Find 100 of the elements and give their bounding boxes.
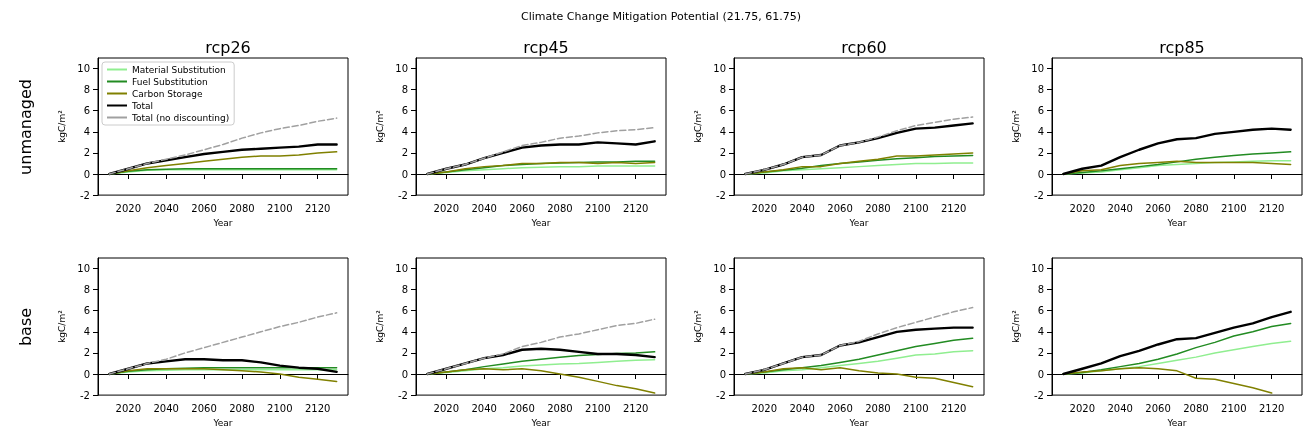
y-tick-label: 6 [401,305,408,317]
y-tick-label: 10 [77,263,90,275]
x-axis-title: Year [530,417,551,428]
y-tick-label: 2 [401,347,408,359]
y-tick-label: 6 [83,305,90,317]
y-tick-label: 0 [83,368,90,380]
y-tick-label: 10 [1031,263,1044,275]
y-tick-label: 10 [77,63,90,75]
x-tick-label: 2100 [1221,402,1247,414]
x-tick-label: 2060 [827,202,853,214]
chart-title: rcp60 [841,37,887,57]
x-tick-label: 2100 [1221,202,1247,214]
y-tick-label: 2 [83,347,90,359]
y-tick-label: 6 [1037,105,1044,117]
x-tick-label: 2040 [471,402,497,414]
x-tick-label: 2080 [229,202,255,214]
y-tick-label: 10 [395,63,408,75]
x-tick-label: 2020 [115,402,142,414]
line-series [426,318,656,375]
y-tick-label: 0 [719,368,726,380]
x-tick-label: 2080 [229,402,255,414]
x-tick-label: 2020 [433,202,460,214]
y-tick-label: 10 [1031,63,1044,75]
x-tick-label: 2120 [622,202,649,214]
x-tick-label: 2020 [1069,202,1096,214]
x-tick-label: 2060 [827,402,853,414]
x-tick-label: 2040 [153,202,179,214]
y-tick-label: 8 [401,284,408,296]
x-tick-label: 2100 [585,402,611,414]
y-tick-label: -2 [398,389,408,401]
line-series [426,126,656,175]
x-tick-label: 2100 [903,402,929,414]
x-tick-label: 2040 [789,202,815,214]
x-tick-label: 2060 [1145,402,1171,414]
y-axis-title: kgC/m² [1010,309,1021,343]
y-tick-label: 2 [1037,347,1044,359]
legend-label: Total (no discounting) [131,112,230,123]
x-axis-title: Year [1166,417,1187,428]
y-tick-label: 8 [719,284,726,296]
x-tick-label: 2040 [471,202,497,214]
x-tick-label: 2020 [751,202,778,214]
y-tick-label: 4 [83,126,90,138]
x-tick-label: 2080 [547,202,573,214]
line-series [108,312,338,375]
y-tick-label: -2 [1034,189,1044,201]
y-axis-title: kgC/m² [1010,109,1021,143]
y-tick-label: 0 [719,168,726,180]
y-tick-label: 4 [83,326,90,338]
legend-label: Carbon Storage [132,88,203,99]
x-axis-title: Year [848,417,869,428]
y-tick-label: 10 [713,63,726,75]
y-tick-label: -2 [80,189,90,201]
x-tick-label: 2040 [1107,402,1133,414]
y-tick-label: 6 [83,105,90,117]
x-tick-label: 2080 [865,402,891,414]
y-tick-label: 10 [395,263,408,275]
text: unmanaged [15,79,35,175]
y-tick-label: 4 [1037,126,1044,138]
y-tick-label: 2 [401,147,408,159]
y-axis-title: kgC/m² [374,309,385,343]
y-tick-label: -2 [80,389,90,401]
y-tick-label: 0 [1037,368,1044,380]
y-tick-label: 4 [719,326,726,338]
x-tick-label: 2080 [865,202,891,214]
chart-title: rcp85 [1159,37,1205,57]
y-tick-label: -2 [716,189,726,201]
y-tick-label: 4 [1037,326,1044,338]
y-tick-label: 8 [719,84,726,96]
x-tick-label: 2120 [940,402,967,414]
x-axis-title: Year [530,217,551,228]
y-tick-label: 8 [401,84,408,96]
y-tick-label: 8 [1037,284,1044,296]
x-axis-title: Year [1166,217,1187,228]
x-tick-label: 2060 [509,402,535,414]
y-tick-label: 2 [1037,147,1044,159]
y-tick-label: 6 [1037,305,1044,317]
x-axis-title: Year [212,217,233,228]
y-tick-label: -2 [1034,389,1044,401]
y-tick-label: 2 [83,147,90,159]
chart-title: rcp45 [523,37,569,57]
x-axis-title: Year [212,417,233,428]
line-series [744,306,974,375]
x-axis-title: Year [848,217,869,228]
x-tick-label: 2120 [304,202,331,214]
x-tick-label: 2040 [789,402,815,414]
x-tick-label: 2020 [433,402,460,414]
y-tick-label: 2 [719,147,726,159]
x-tick-label: 2040 [1107,202,1133,214]
x-tick-label: 2020 [115,202,142,214]
x-tick-label: 2100 [267,202,293,214]
y-tick-label: 0 [83,168,90,180]
y-tick-label: 4 [401,326,408,338]
x-tick-label: 2020 [1069,402,1096,414]
y-axis-title: kgC/m² [692,309,703,343]
text: Climate Change Mitigation Potential (21.75, 61.75) [520,10,802,23]
y-tick-label: 10 [713,263,726,275]
y-tick-label: 8 [83,84,90,96]
y-tick-label: 8 [1037,84,1044,96]
x-tick-label: 2040 [153,402,179,414]
legend-label: Material Substitution [132,64,226,75]
